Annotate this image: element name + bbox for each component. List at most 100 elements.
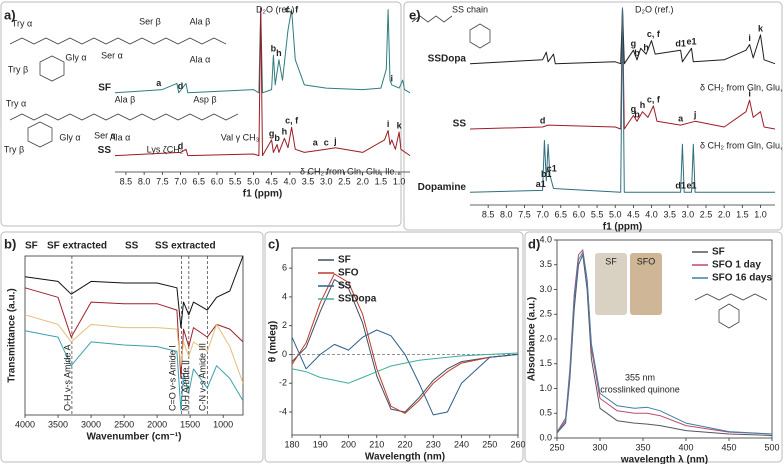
panel-frame [0,231,264,463]
x-tick-label: 250 [482,439,497,449]
x-tick-label: 8.5 [120,176,133,186]
note: Ser α [101,50,123,60]
note: Try β [8,64,28,74]
series-line [469,7,776,130]
peak-label: i [748,33,751,43]
note: Ser α [94,130,116,140]
note: Try β [4,144,24,154]
band-label: O-H v-s Amide A [62,344,72,411]
note: Ala β [190,16,211,26]
y-tick-label: 1.0 [539,383,552,393]
peak-label: i [391,73,394,83]
y-axis-label: θ (mdeg) [268,321,279,363]
legend-label: SFO 1 day [712,260,761,271]
legend-label: SF extracted [47,241,107,252]
note: Try α [12,18,32,28]
x-tick-label: 5.5 [229,176,242,186]
peak-label: d [540,115,546,125]
x-tick-label: 7.5 [156,176,169,186]
legend-label: SF [338,255,351,266]
peak-label: d1 [675,181,686,191]
legend-label: SS [338,281,352,292]
legend-label: SS [98,145,112,156]
panel-label: a) [4,7,16,22]
legend-label: SS [125,241,139,252]
peak-label: c, f [647,29,661,39]
series-line [291,279,519,413]
series-line [24,255,244,329]
plot-frame [24,255,244,416]
y-axis-label: Transmittance (a.u.) [7,288,18,382]
y-tick-label: 4.0 [539,234,552,244]
peak-label: a [678,113,684,123]
peak-label: a [313,138,319,148]
x-tick-label: 4.5 [265,176,278,186]
series-line [114,7,411,157]
peak-label: b1 [541,169,552,179]
legend-label: SSDopa [428,53,467,64]
x-tick-label: 450 [721,442,736,452]
peak-label: a1 [536,179,546,189]
note: Ala α [110,132,131,142]
x-tick-label: 2.5 [338,176,351,186]
peak-label: e1 [686,181,696,191]
peak-label: b [271,43,277,53]
series-line [469,7,775,193]
legend-label: SF [25,241,38,252]
y-tick-label: 2 [282,320,287,330]
structure-ring [718,303,740,329]
x-tick-label: 6.5 [555,209,568,219]
x-tick-label: 6.0 [573,209,586,219]
x-tick-label: 4.5 [627,209,640,219]
series-line [291,352,519,384]
series-line [291,329,519,416]
note: SFO [637,256,656,266]
x-axis-label: f1 (ppm) [243,189,282,200]
x-tick-label: 240 [454,439,469,449]
x-tick-label: 3.5 [302,176,315,186]
x-tick-label: 5.0 [247,176,260,186]
peak-label: d [178,81,184,91]
x-tick-label: 8.0 [500,209,513,219]
panel-frame [0,1,402,227]
x-tick-label: 1.0 [393,176,406,186]
structure-backbone [694,293,768,301]
x-tick-label: 1.5 [375,176,388,186]
note: Ser β [139,16,161,26]
x-tick-label: 7.0 [536,209,549,219]
vial-photo [595,253,627,315]
structure-backbone [9,37,227,45]
x-tick-label: 250 [549,442,564,452]
legend-label: SS extracted [155,241,216,252]
x-tick-label: 7.5 [518,209,531,219]
note: Ala α [190,54,211,64]
x-tick-label: 210 [369,439,384,449]
x-axis-label: wavelength λ (nm) [620,455,708,464]
legend-label: Dopamine [418,182,467,193]
x-tick-label: 4.0 [284,176,297,186]
y-axis-label: Absorbance (a.u.) [527,297,538,381]
peak-label: d1 [675,39,686,49]
x-tick-label: 3.0 [682,209,695,219]
note: crosslinked quinone [600,384,680,394]
panel-frame [264,231,524,463]
peak-label: c, f [285,4,299,14]
note: D₂O (ref.) [635,4,674,14]
x-tick-label: 5.0 [609,209,622,219]
x-tick-label: 2500 [114,419,134,429]
x-tick-label: 1000 [213,419,233,429]
vial-photo [630,253,662,315]
note: Ala β [115,94,136,104]
x-tick-label: 8.5 [482,209,495,219]
y-tick-label: -2 [279,378,287,388]
x-axis-label: Wavenumber (cm⁻¹) [87,432,182,443]
note: Asp β [193,94,216,104]
y-tick-label: 0.0 [539,432,552,442]
peak-label: h [276,48,282,58]
x-tick-label: 2000 [147,419,167,429]
note: Lys ζCH₂ [147,144,184,154]
note: Val γ CH₃ [221,132,260,142]
x-tick-label: 260 [510,439,525,449]
series-line [114,7,411,94]
